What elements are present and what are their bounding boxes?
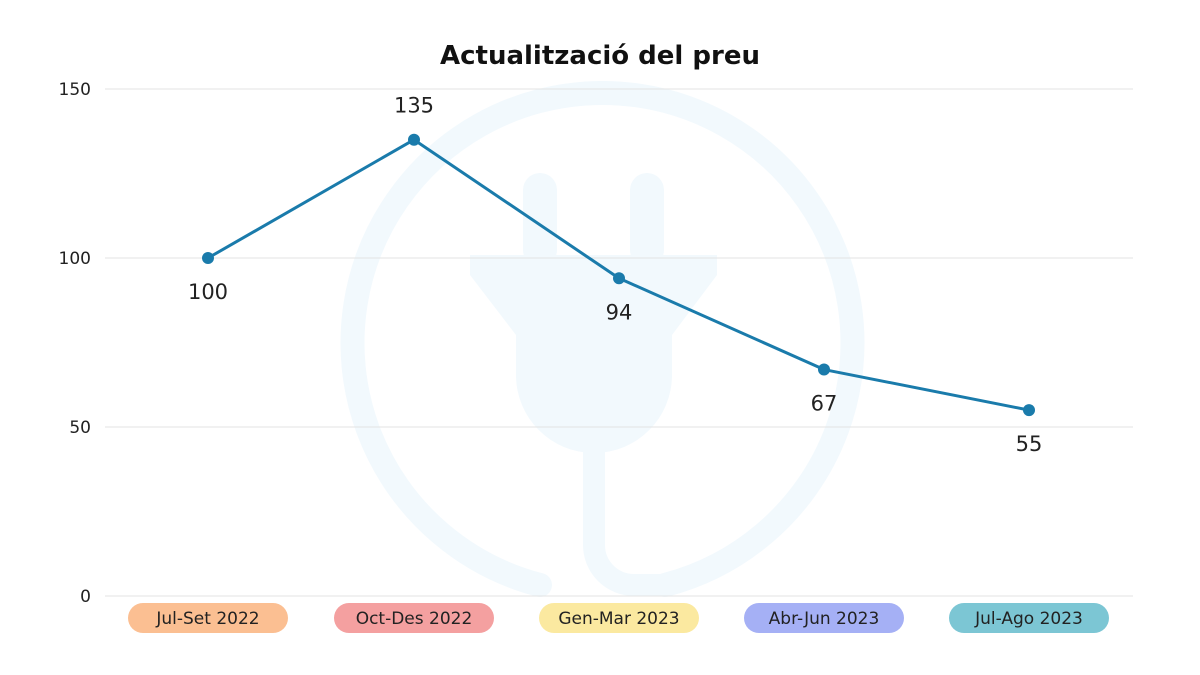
y-tick-label: 100 xyxy=(59,249,91,269)
data-point xyxy=(1023,404,1035,417)
category-label: Jul-Ago 2023 xyxy=(974,609,1083,629)
data-label: 55 xyxy=(1016,432,1043,456)
data-labels: 100 135 94 67 55 xyxy=(188,94,1042,456)
data-label: 100 xyxy=(188,280,228,304)
category-pill xyxy=(949,603,1109,633)
category-label: Abr-Jun 2023 xyxy=(769,609,880,629)
y-axis-ticks: 0 50 100 150 xyxy=(59,80,91,607)
power-plug-icon xyxy=(340,80,865,597)
data-point xyxy=(202,252,214,264)
category-pill xyxy=(744,603,904,633)
category-pill xyxy=(334,603,494,633)
category-pill xyxy=(128,603,288,633)
data-label: 94 xyxy=(606,300,633,324)
y-tick-label: 50 xyxy=(69,418,91,438)
data-label: 135 xyxy=(394,94,434,118)
data-point xyxy=(818,363,830,376)
data-point xyxy=(613,272,625,285)
gridlines xyxy=(105,88,1133,597)
category-label: Oct-Des 2022 xyxy=(356,609,473,629)
series-points xyxy=(202,133,1035,417)
category-label: Gen-Mar 2023 xyxy=(558,609,679,629)
category-pill xyxy=(539,603,699,633)
y-tick-label: 150 xyxy=(59,80,91,100)
category-label: Jul-Set 2022 xyxy=(155,609,259,629)
data-point xyxy=(408,133,420,146)
chart-title: Actualització del preu xyxy=(440,41,760,71)
y-tick-label: 0 xyxy=(80,587,91,607)
data-label: 67 xyxy=(811,392,838,416)
category-axis: Jul-Set 2022 Oct-Des 2022 Gen-Mar 2023 Abr-… xyxy=(128,603,1109,633)
